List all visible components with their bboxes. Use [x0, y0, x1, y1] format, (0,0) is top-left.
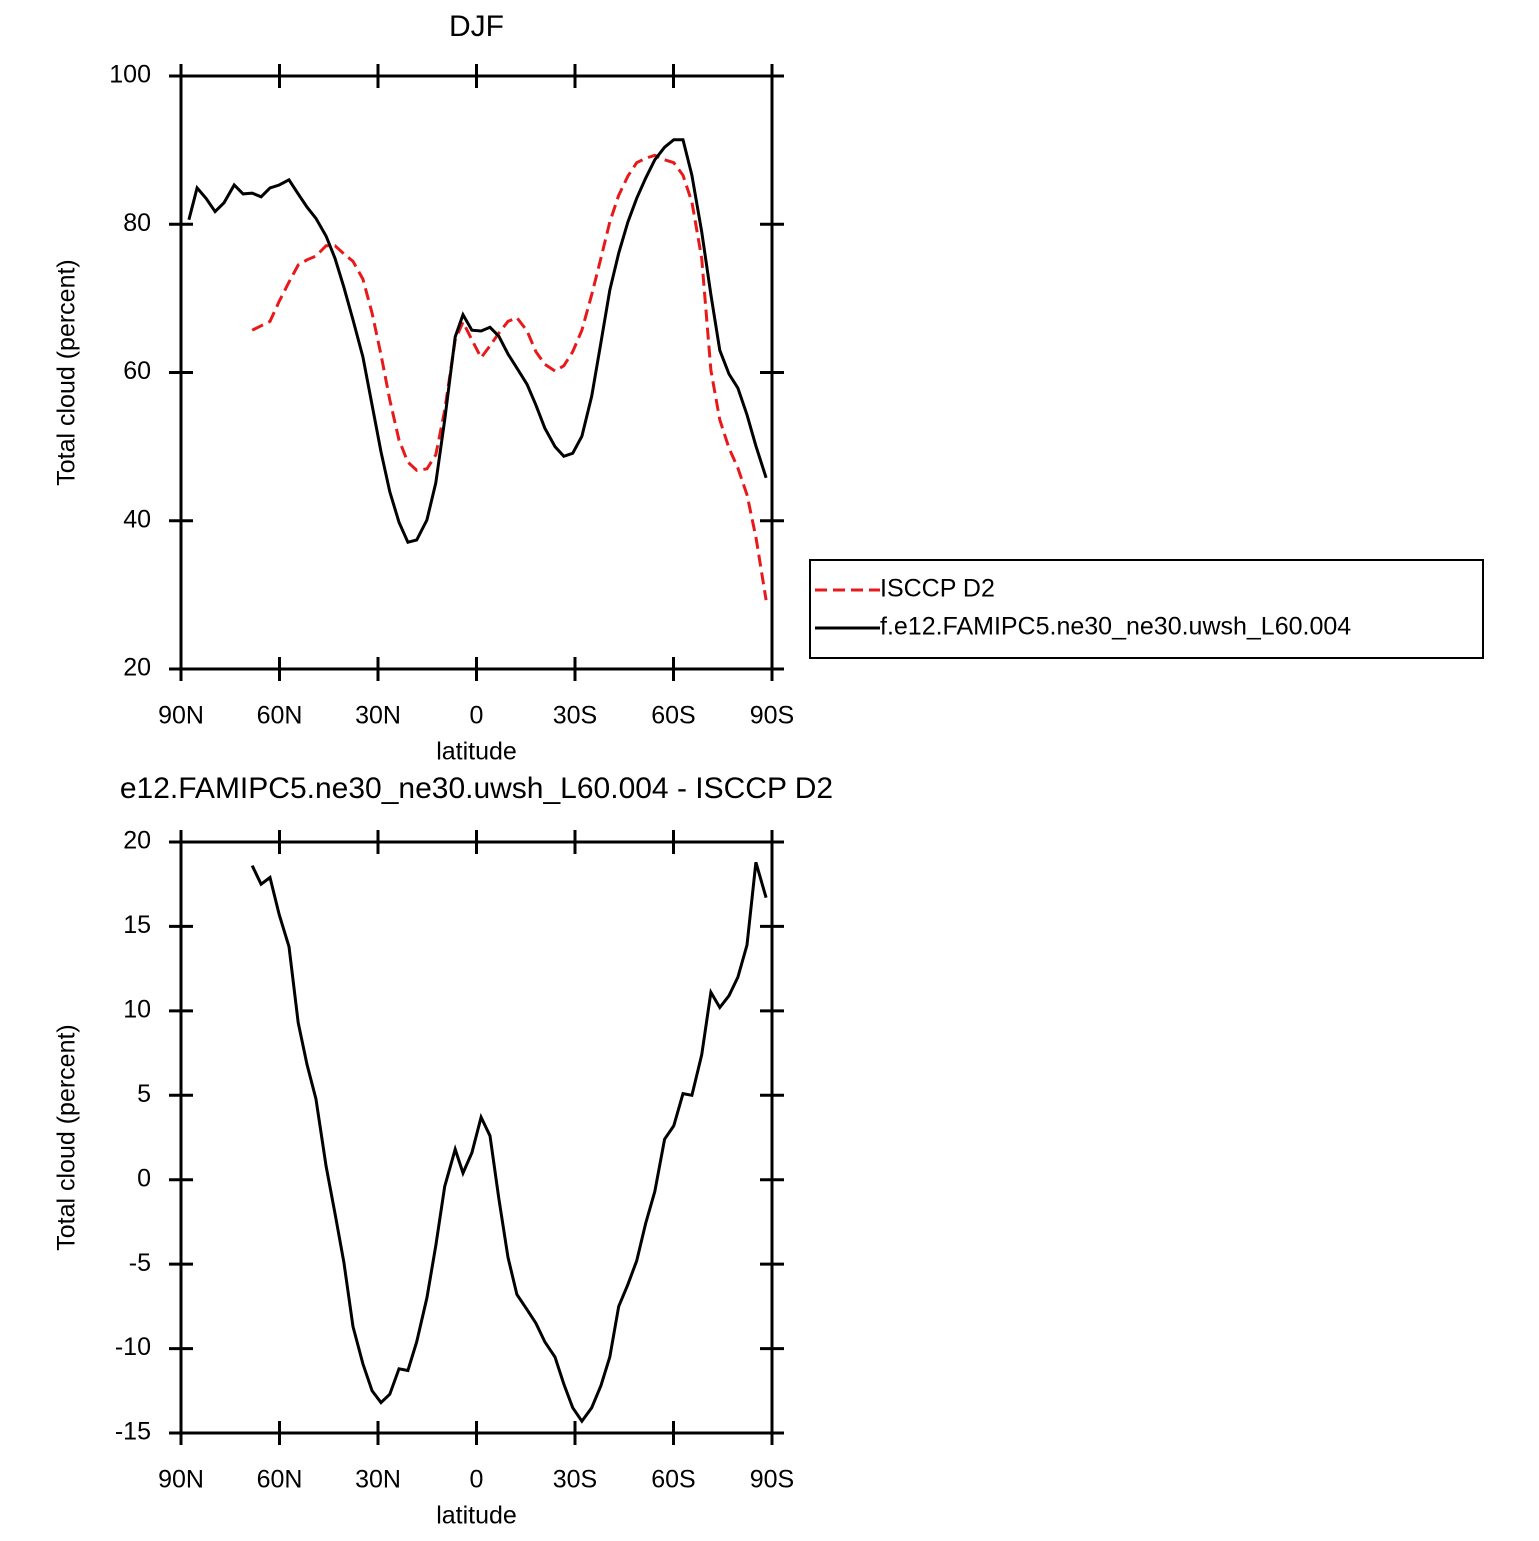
x-axis-label: latitude — [436, 738, 517, 766]
chart-title: e12.FAMIPC5.ne30_ne30.uwsh_L60.004 - ISC… — [120, 772, 833, 805]
x-tick-label: 90N — [158, 702, 204, 730]
y-tick-label: 20 — [123, 827, 151, 855]
y-axis-label: Total cloud (percent) — [53, 259, 81, 486]
y-tick-label: 15 — [123, 911, 151, 939]
legend-label: f.e12.FAMIPC5.ne30_ne30.uwsh_L60.004 — [880, 613, 1351, 641]
x-tick-label: 60N — [257, 702, 303, 730]
x-tick-label: 30N — [355, 702, 401, 730]
y-tick-label: 60 — [123, 357, 151, 385]
y-tick-label: -5 — [129, 1249, 151, 1277]
x-tick-label: 90N — [158, 1466, 204, 1494]
chart-title: DJF — [449, 10, 504, 43]
legend-box — [809, 559, 1484, 659]
x-tick-label: 30S — [553, 702, 597, 730]
y-axis-label: Total cloud (percent) — [53, 1024, 81, 1251]
x-tick-label: 90S — [750, 702, 794, 730]
y-tick-label: 0 — [137, 1164, 151, 1192]
plot-frame — [179, 74, 774, 671]
data-line — [251, 153, 768, 601]
y-tick-label: 10 — [123, 995, 151, 1023]
x-tick-label: 60S — [651, 1466, 695, 1494]
x-tick-label: 60S — [651, 702, 695, 730]
legend-label: ISCCP D2 — [880, 575, 995, 603]
y-tick-label: 80 — [123, 209, 151, 237]
x-tick-label: 0 — [470, 702, 484, 730]
y-tick-label: 20 — [123, 654, 151, 682]
y-tick-label: 100 — [109, 61, 151, 89]
x-tick-label: 0 — [470, 1466, 484, 1494]
x-tick-label: 90S — [750, 1466, 794, 1494]
y-tick-label: 5 — [137, 1080, 151, 1108]
data-line — [187, 138, 768, 544]
y-tick-label: -10 — [115, 1333, 151, 1361]
y-tick-label: -15 — [115, 1418, 151, 1446]
x-tick-label: 60N — [257, 1466, 303, 1494]
x-tick-label: 30S — [553, 1466, 597, 1494]
data-line — [250, 861, 768, 1424]
y-tick-label: 40 — [123, 505, 151, 533]
x-tick-label: 30N — [355, 1466, 401, 1494]
x-axis-label: latitude — [436, 1502, 517, 1530]
